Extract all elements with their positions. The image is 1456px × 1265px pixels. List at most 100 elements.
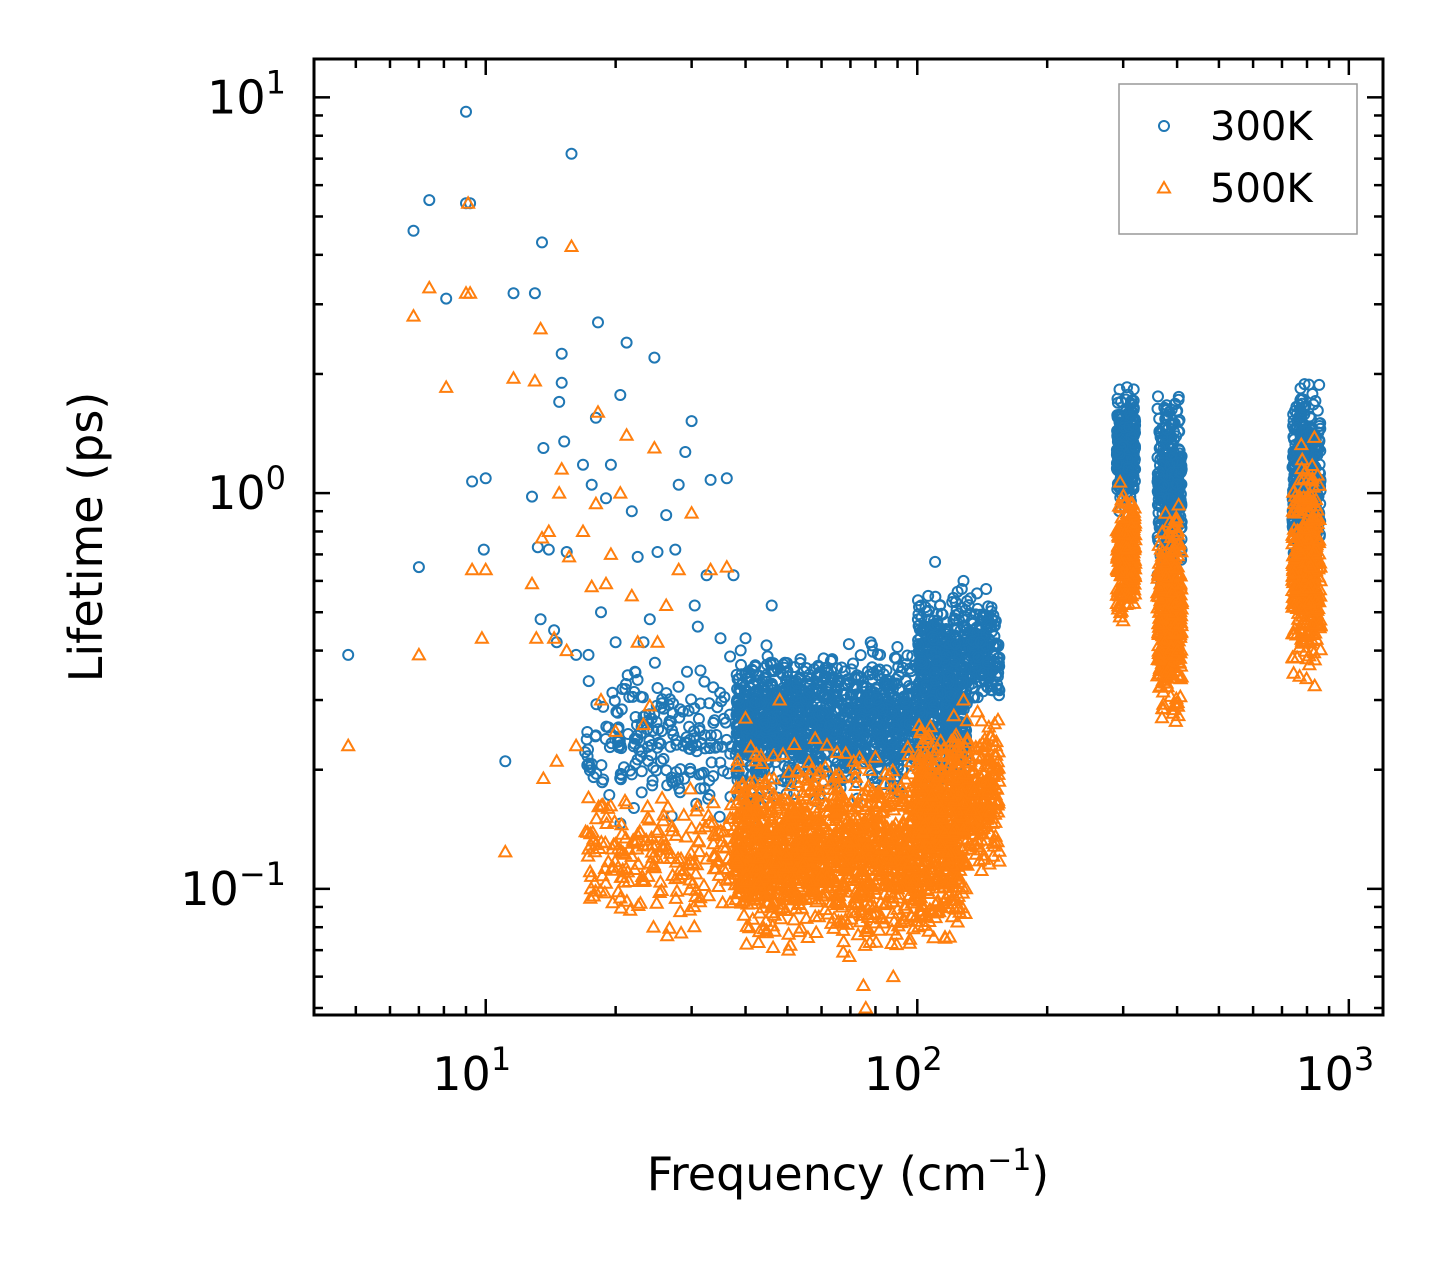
point-300K [590, 767, 603, 780]
point-300K [690, 797, 703, 810]
point-300K [991, 660, 1004, 673]
point-300K [760, 639, 773, 652]
point-300K [785, 700, 798, 713]
point-300K [724, 650, 737, 663]
point-300K [716, 740, 729, 753]
point-300K [765, 665, 778, 678]
point-300K [971, 587, 983, 600]
point-300K [582, 675, 595, 688]
point-300K [792, 714, 805, 727]
point-300K [838, 704, 851, 717]
point-300K [957, 676, 969, 689]
point-300K [682, 704, 695, 717]
point-300K [669, 775, 682, 788]
point-300K [938, 655, 951, 668]
point-300K [612, 740, 625, 753]
point-300K [704, 729, 717, 742]
point-300K [766, 716, 779, 729]
point-300K [754, 697, 767, 710]
point-300K [896, 728, 909, 741]
point-300K [703, 788, 716, 801]
point-300K [693, 768, 706, 781]
point-300K [980, 583, 993, 595]
point-300K [581, 759, 594, 772]
point-300K [643, 708, 656, 721]
point-300K [1121, 381, 1133, 394]
point-300K [666, 724, 678, 737]
point-300K [913, 600, 925, 613]
point-300K [646, 774, 659, 787]
point-300K [580, 733, 593, 746]
point-300K [622, 728, 635, 740]
point-300K [885, 691, 898, 704]
point-300K [993, 684, 1006, 697]
point-300K [899, 695, 912, 708]
point-300K [652, 736, 665, 749]
point-300K [681, 665, 693, 678]
point-300K [1128, 475, 1141, 488]
point-300K [1125, 464, 1138, 477]
point-300K [949, 638, 962, 651]
point-300K [821, 690, 834, 702]
point-300K [769, 756, 782, 769]
point-300K [854, 649, 867, 662]
point-300K [759, 684, 772, 697]
point-300K [1118, 421, 1131, 434]
point-300K [1122, 462, 1135, 474]
point-300K [967, 635, 980, 648]
point-300K [841, 720, 853, 733]
point-300K [705, 756, 718, 769]
point-300K [885, 712, 898, 725]
point-300K [776, 731, 789, 744]
point-300K [969, 608, 982, 621]
point-300K [688, 702, 701, 715]
point-300K [714, 686, 727, 699]
point-300K [748, 696, 761, 709]
point-300K [940, 699, 953, 712]
point-300K [1127, 403, 1140, 416]
point-300K [699, 729, 711, 742]
point-300K [824, 655, 837, 667]
point-300K [655, 755, 667, 768]
point-300K [734, 735, 746, 748]
point-300K [940, 649, 953, 662]
point-300K [850, 696, 863, 709]
point-300K [859, 681, 872, 693]
point-300K [635, 786, 648, 799]
point-300K [881, 732, 894, 745]
point-300K [732, 693, 745, 706]
point-300K [913, 705, 926, 718]
point-300K [735, 678, 748, 691]
point-300K [782, 760, 795, 773]
point-300K [711, 701, 724, 714]
point-300K [710, 729, 723, 741]
point-300K [707, 770, 720, 783]
point-300K [1111, 392, 1124, 405]
point-300K [958, 619, 971, 632]
point-300K [931, 722, 944, 735]
point-300K [891, 641, 904, 653]
point-300K [863, 713, 876, 726]
point-300K [914, 693, 927, 706]
point-300K [992, 640, 1005, 653]
point-300K [928, 619, 941, 632]
point-300K [838, 665, 851, 678]
point-300K [645, 749, 658, 762]
point-300K [929, 675, 942, 687]
point-300K [927, 633, 940, 646]
point-300K [823, 719, 836, 732]
point-300K [731, 767, 744, 780]
point-300K [621, 669, 634, 682]
point-300K [647, 761, 660, 774]
point-300K [794, 653, 807, 666]
point-300K [709, 741, 722, 754]
point-300K [597, 700, 610, 713]
point-300K [626, 690, 639, 703]
point-300K [826, 688, 839, 701]
point-300K [786, 705, 799, 717]
point-300K [714, 756, 727, 769]
point-300K [950, 604, 963, 617]
point-300K [629, 666, 642, 679]
point-300K [788, 661, 801, 674]
